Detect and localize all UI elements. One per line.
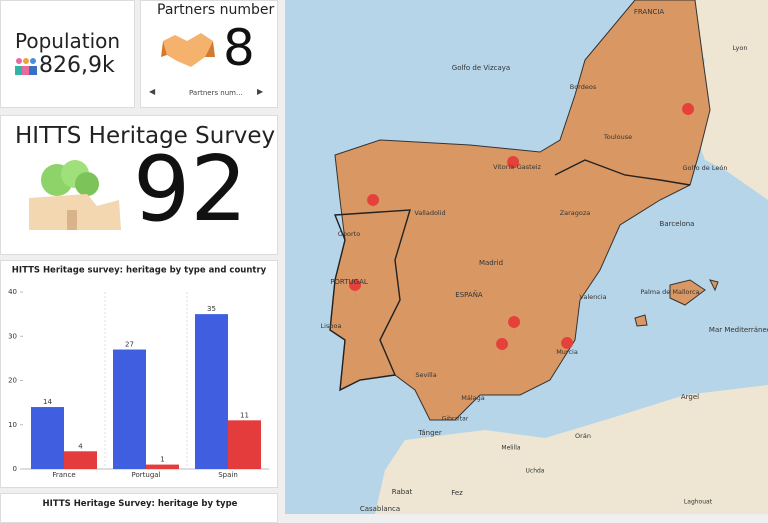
map-label: Oporto bbox=[338, 230, 360, 238]
map-label: PORTUGAL bbox=[330, 278, 368, 286]
y-tick-label: 10 bbox=[8, 421, 17, 429]
partners-card: Partners number 8 ◀ Partners num... ▶ bbox=[140, 0, 278, 108]
y-tick-label: 40 bbox=[8, 288, 17, 296]
partners-label: Partners number bbox=[157, 2, 275, 18]
bar bbox=[228, 420, 261, 469]
map-label: Vitoria-Gasteiz bbox=[493, 163, 541, 171]
next-chart-title: HITTS Heritage Survey: heritage by type bbox=[42, 499, 238, 509]
land-france bbox=[665, 0, 768, 200]
map-label: FRANCIA bbox=[634, 8, 665, 16]
value-label: 35 bbox=[207, 305, 216, 313]
bar bbox=[195, 314, 228, 469]
next-chart-card: HITTS Heritage Survey: heritage by type bbox=[0, 493, 278, 523]
map-label: Laghouat bbox=[684, 499, 713, 506]
heritage-icon bbox=[29, 160, 121, 230]
border-portugal bbox=[329, 209, 411, 392]
markers bbox=[349, 103, 695, 363]
value-label: 4 bbox=[78, 442, 83, 450]
survey-card: HITTS Heritage Survey 92 bbox=[0, 115, 278, 255]
population-value: 826,9k bbox=[39, 53, 115, 78]
map-label: Valladolid bbox=[414, 209, 445, 217]
map-label: Gibraltar bbox=[442, 416, 469, 423]
map-label: Uchda bbox=[526, 468, 545, 475]
population-card: Population 826,9k bbox=[0, 0, 135, 108]
map-label: Golfo de Vizcaya bbox=[452, 64, 510, 72]
map-label: Barcelona bbox=[660, 220, 695, 228]
map-label: Lyon bbox=[733, 44, 748, 52]
survey-title: HITTS Heritage Survey bbox=[15, 123, 276, 149]
map-label: Sevilla bbox=[415, 371, 436, 379]
value-label: 11 bbox=[240, 411, 249, 419]
map-label: Melilla bbox=[501, 445, 521, 452]
map-label: Málaga bbox=[461, 394, 485, 402]
survey-value: 92 bbox=[133, 137, 248, 242]
map-label: Orán bbox=[575, 432, 591, 440]
map-label: Zaragoza bbox=[560, 209, 591, 217]
map-label: ESPAÑA bbox=[455, 290, 483, 299]
carousel-prev[interactable]: ◀ bbox=[149, 87, 156, 96]
bar bbox=[146, 464, 179, 469]
chart-card: HITTS Heritage survey: heritage by type … bbox=[0, 260, 278, 488]
map-label: Lisboa bbox=[321, 322, 342, 330]
y-tick-label: 30 bbox=[8, 332, 17, 340]
y-tick-label: 20 bbox=[8, 377, 17, 385]
map-label: Mar Mediterráneo bbox=[709, 326, 768, 334]
y-tick-label: 0 bbox=[13, 465, 17, 473]
value-label: 14 bbox=[43, 398, 52, 406]
map-label: Fez bbox=[451, 489, 463, 497]
map-label: Bordeos bbox=[570, 83, 597, 91]
x-tick-label: Portugal bbox=[132, 471, 161, 479]
border-france bbox=[554, 159, 691, 186]
value-label: 1 bbox=[160, 456, 164, 464]
map-label: Rabat bbox=[392, 488, 413, 496]
map-label: Toulouse bbox=[603, 133, 632, 141]
people-icon bbox=[15, 58, 37, 75]
map-label: Tánger bbox=[417, 429, 442, 437]
x-tick-label: France bbox=[52, 471, 75, 479]
bar bbox=[31, 407, 64, 469]
population-label: Population bbox=[15, 29, 121, 53]
map-label: Palma de Mallorca bbox=[640, 288, 699, 296]
bar bbox=[113, 349, 146, 469]
x-tick-label: Spain bbox=[218, 471, 238, 479]
bar bbox=[64, 451, 97, 469]
land-africa bbox=[375, 385, 768, 514]
handshake-icon bbox=[161, 33, 215, 67]
map[interactable]: FRANCIA Golfo de Vizcaya Bordeos Lyon Toulou… bbox=[285, 0, 768, 514]
region-baleares bbox=[634, 279, 719, 327]
carousel-label[interactable]: Partners num... bbox=[189, 89, 243, 97]
map-label: Golfo de León bbox=[683, 164, 728, 172]
map-label: Valencia bbox=[579, 293, 606, 301]
map-label: Argel bbox=[681, 393, 699, 401]
chart: HITTS Heritage survey: heritage by type … bbox=[8, 266, 269, 479]
partners-value: 8 bbox=[223, 19, 255, 77]
carousel-next[interactable]: ▶ bbox=[257, 87, 264, 96]
map-label: Casablanca bbox=[360, 505, 400, 513]
map-label: Madrid bbox=[479, 259, 503, 267]
map-label: Murcia bbox=[556, 348, 578, 356]
chart-title: HITTS Heritage survey: heritage by type … bbox=[12, 266, 267, 276]
value-label: 27 bbox=[125, 341, 134, 349]
